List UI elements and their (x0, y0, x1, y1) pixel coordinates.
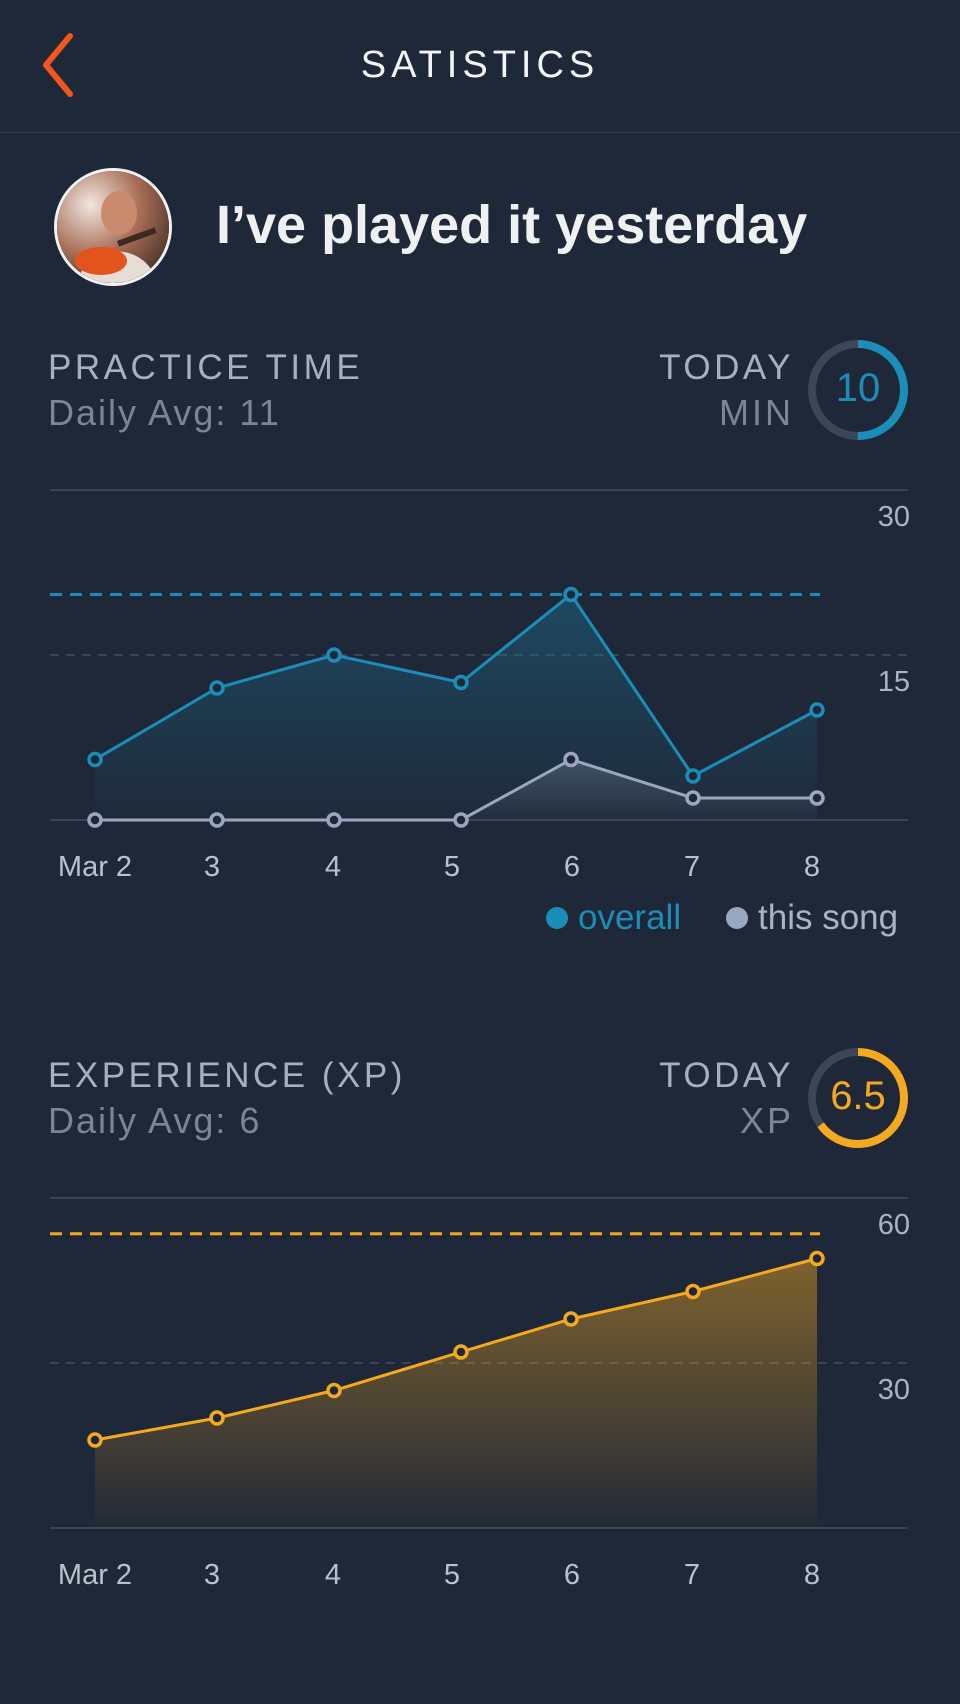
experience-chart: 60 30 Mar 2 3 4 5 6 7 8 (50, 1197, 910, 1588)
header: SATISTICS (0, 0, 960, 133)
experience-today-ring: 6.5 (806, 1046, 910, 1150)
practice-unit-label: MIN (719, 392, 794, 433)
data-point (685, 768, 701, 784)
y-tick-label: 30 (878, 1374, 910, 1406)
experience-title: EXPERIENCE (XP) (48, 1056, 406, 1095)
data-point (209, 812, 225, 828)
x-tick-label: 5 (444, 851, 460, 880)
data-point (326, 812, 342, 828)
practice-legend: overall this song (540, 898, 910, 942)
legend-overall: overall (546, 898, 681, 938)
practice-daily-avg: Daily Avg: 11 (48, 392, 281, 433)
data-point (87, 751, 103, 768)
data-point (809, 790, 825, 806)
y-tick-label: 30 (878, 501, 910, 533)
y-tick-label: 60 (878, 1209, 910, 1241)
x-tick-label: 4 (325, 1559, 341, 1588)
x-tick-label: 6 (564, 1559, 580, 1588)
x-tick-label: Mar 2 (58, 1559, 132, 1588)
data-point (87, 1432, 103, 1448)
experience-daily-avg: Daily Avg: 6 (48, 1100, 262, 1141)
x-tick-label: 7 (684, 1559, 700, 1588)
back-chevron-icon[interactable] (36, 30, 86, 100)
data-point (563, 586, 579, 603)
x-tick-label: 4 (325, 851, 341, 880)
practice-time-title: PRACTICE TIME (48, 348, 364, 387)
x-tick-label: 7 (684, 851, 700, 880)
x-tick-label: 8 (804, 851, 820, 880)
data-point (563, 751, 579, 768)
x-tick-label: 8 (804, 1559, 820, 1588)
series-area (95, 594, 817, 820)
experience-unit-label: XP (739, 1100, 794, 1141)
data-point (685, 1283, 701, 1300)
data-point (453, 1344, 469, 1360)
practice-today-value: 10 (835, 366, 881, 410)
data-point (809, 702, 825, 718)
practice-today-label: TODAY (659, 348, 794, 387)
x-tick-label: Mar 2 (58, 851, 132, 880)
guitarist-photo (57, 171, 169, 283)
page-title: SATISTICS (360, 44, 600, 86)
x-tick-label: 6 (564, 851, 580, 880)
legend-this-song-label: this song (758, 898, 899, 937)
legend-this-song: this song (726, 898, 898, 938)
legend-this-song-dot (726, 907, 748, 929)
data-point (87, 812, 103, 828)
data-point (209, 1410, 225, 1426)
avatar (54, 168, 172, 286)
series-area (95, 1258, 817, 1528)
data-point (685, 790, 701, 806)
practice-today-ring: 10 (806, 338, 910, 442)
legend-overall-label: overall (578, 898, 682, 937)
x-tick-label: 3 (204, 1559, 220, 1588)
data-point (326, 647, 342, 663)
data-point (809, 1250, 825, 1267)
x-tick-label: 5 (444, 1559, 460, 1588)
data-point (563, 1311, 579, 1327)
practice-time-chart: 30 15 Mar 2 3 4 5 6 7 8 (50, 489, 910, 880)
x-tick-label: 3 (204, 851, 220, 880)
experience-today-value: 6.5 (830, 1074, 886, 1118)
data-point (453, 812, 469, 828)
series-area (95, 759, 817, 820)
y-tick-label: 15 (878, 666, 910, 698)
data-point (453, 674, 469, 691)
experience-today-label: TODAY (659, 1056, 794, 1095)
song-title: I’ve played it yesterday (216, 195, 808, 255)
data-point (326, 1382, 342, 1399)
data-point (209, 680, 225, 696)
legend-overall-dot (546, 907, 568, 929)
